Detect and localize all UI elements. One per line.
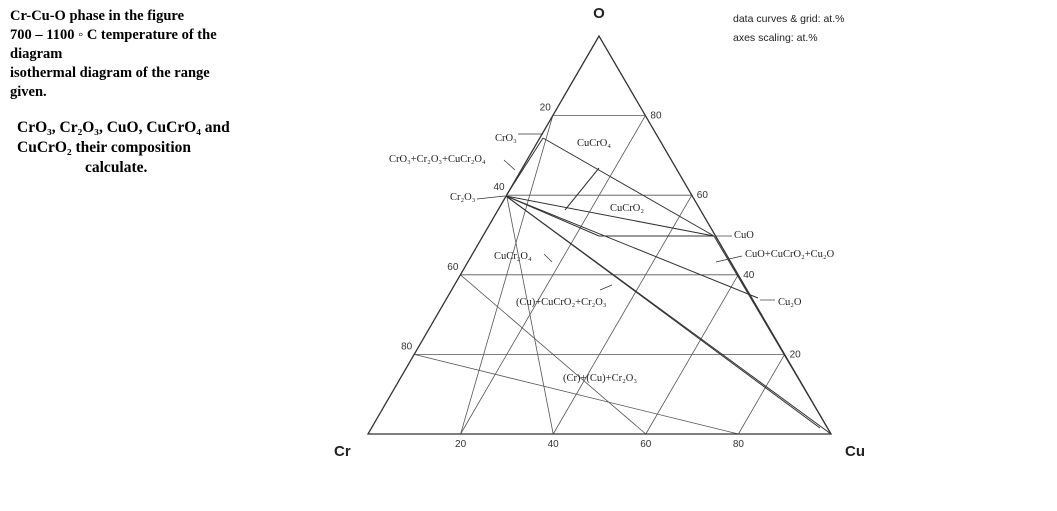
line: calculate. [85, 159, 148, 176]
phase-label: CuCrO₂ [610, 203, 644, 214]
phase-label: CuO+CuCrO₂+Cu₂O [745, 249, 835, 260]
tick-label: 40 [493, 182, 505, 193]
grid-line [460, 115, 554, 435]
line: isothermal diagram of the range [10, 65, 210, 81]
line: CrO₃, Cr₂O₃, CuO, CuCrO₄ and [17, 119, 230, 136]
tick-label: 40 [743, 270, 755, 281]
question-text: Cr-Cu-O phase in the figure 700 – 1100 ◦… [10, 7, 217, 102]
line: given. [10, 84, 47, 100]
note: data curves & grid: at.% [733, 13, 844, 25]
note: axes scaling: at.% [733, 32, 818, 44]
tick-label: 60 [697, 190, 709, 201]
phase-label: CuO [734, 230, 754, 241]
tick-label: 20 [455, 439, 467, 450]
question-text: CrO₃, Cr₂O₃, CuO, CuCrO₄ and CuCrO₂ thei… [17, 118, 230, 178]
grid-line [460, 274, 647, 435]
line: 700 – 1100 ◦ C temperature of the [10, 27, 217, 43]
vertex-label: Cr [334, 443, 351, 460]
line: CuCrO₂ their composition [17, 139, 191, 156]
phase-label: (Cr)+(Cu)+Cr₂O₃ [563, 373, 637, 384]
tie-lines [505, 137, 832, 435]
phase-label: Cu₂O [778, 297, 802, 308]
tick-label: 80 [401, 341, 413, 352]
grid-line [460, 115, 646, 435]
phase-label: (Cu)+CuCrO₂+Cr₂O₃ [516, 297, 607, 308]
grid-line [738, 354, 785, 435]
tick-label: 80 [650, 111, 662, 122]
tick-label: 40 [548, 439, 560, 450]
phase-label: CrO₃+Cr₂O₃+CuCr₂O₄ [389, 154, 486, 165]
tick-label: 20 [790, 349, 802, 360]
tick-label: 80 [733, 439, 745, 450]
vertex-label: O [593, 5, 605, 22]
triangle [366, 34, 833, 435]
vertex-label: Cu [845, 443, 865, 460]
grid-line [552, 194, 693, 435]
phase-label: CrO₃ [495, 133, 517, 144]
line: diagram [10, 46, 63, 62]
line: Cr-Cu-O phase in the figure [10, 8, 184, 24]
phase-label: Cr₂O₃ [450, 192, 476, 203]
grid-line [645, 274, 739, 435]
tick-label: 60 [640, 439, 652, 450]
tick-label: 60 [447, 262, 459, 273]
leaders [476, 133, 775, 301]
phase-label: CuCrO₄ [577, 138, 611, 149]
phase-label: CuCr₂O₄ [494, 251, 532, 262]
grid [414, 115, 785, 435]
tick-label: 20 [540, 103, 552, 114]
